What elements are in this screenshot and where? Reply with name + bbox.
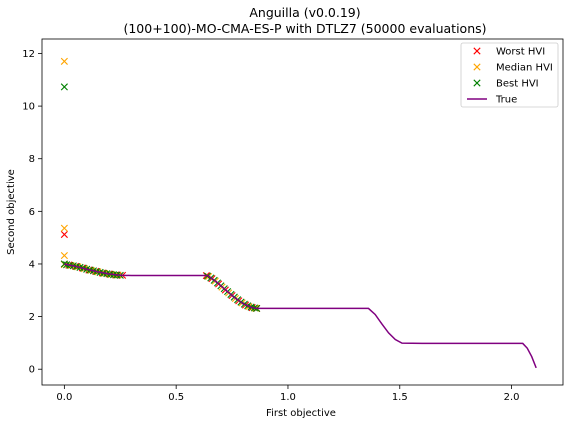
y-tick-label: 8 — [29, 154, 35, 165]
legend-label: Worst HVI — [496, 47, 545, 58]
y-tick-label: 4 — [29, 259, 35, 270]
x-tick-label: 1.0 — [280, 392, 296, 403]
data-point — [60, 83, 68, 91]
y-tick-label: 10 — [22, 102, 35, 113]
legend-box — [460, 42, 559, 108]
legend-x-marker — [473, 47, 481, 55]
plot-frame — [41, 38, 564, 386]
chart-title: Anguilla (v0.0.19) — [249, 5, 360, 20]
legend-x-marker — [473, 79, 481, 87]
data-point — [60, 251, 68, 260]
y-tick-label: 12 — [22, 49, 35, 60]
legend-x-marker — [473, 63, 481, 71]
y-tick-label: 2 — [29, 312, 35, 323]
y-tick-label: 6 — [29, 207, 35, 218]
y-axis: 0 2 4 6 8 10 12 — [22, 49, 42, 376]
data-point — [60, 57, 68, 65]
x-tick-label: 2.0 — [504, 392, 520, 403]
legend-label: Best HVI — [496, 79, 539, 90]
series-best-hvi — [60, 83, 261, 313]
data-point — [60, 260, 68, 268]
series-true — [64, 263, 537, 369]
legend-label: Median HVI — [496, 63, 553, 74]
legend: Worst HVI Median HVI Best HVI True — [460, 42, 559, 108]
x-axis-label: First objective — [266, 408, 336, 419]
true-front-line — [64, 263, 537, 369]
data-point — [60, 224, 68, 232]
y-axis-label: Second objective — [6, 169, 17, 255]
y-tick-label: 0 — [29, 365, 35, 376]
legend-label: True — [495, 95, 517, 106]
chart-subtitle: (100+100)-MO-CMA-ES-P with DTLZ7 (50000 … — [123, 21, 486, 36]
data-point — [60, 230, 68, 239]
x-axis: 0.0 0.5 1.0 1.5 2.0 — [56, 385, 520, 403]
x-tick-label: 0.0 — [56, 392, 72, 403]
x-tick-label: 0.5 — [168, 392, 184, 403]
x-tick-label: 1.5 — [392, 392, 408, 403]
